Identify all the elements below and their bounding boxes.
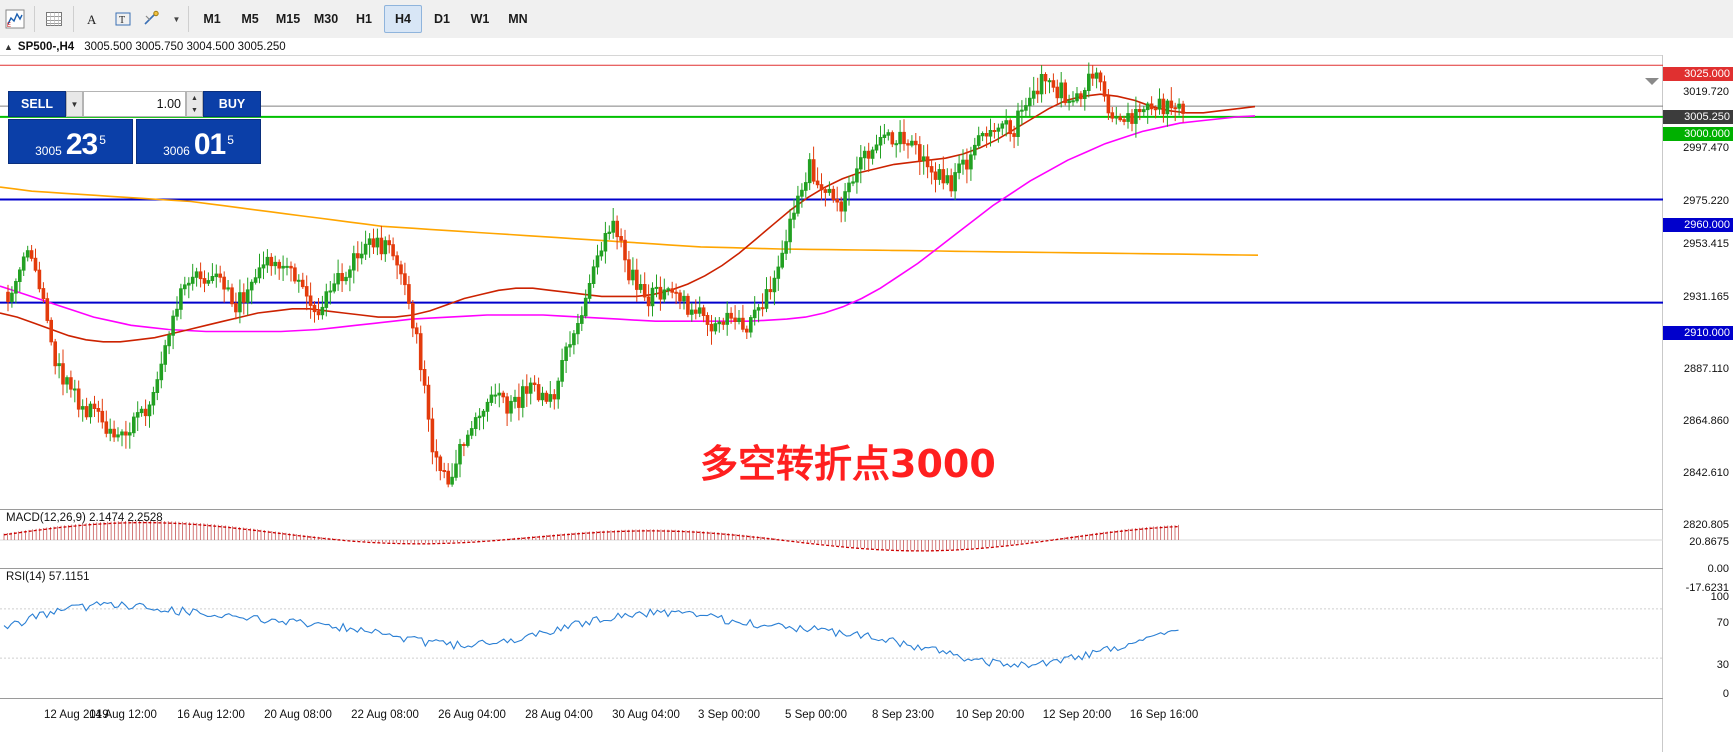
timeframe-mn[interactable]: MN [508,12,528,26]
macd-ytick-zero: 0.00 [1707,563,1729,575]
timeframe-d1[interactable]: D1 [434,12,450,26]
rsi-svg [0,601,1663,669]
xtick-3: 20 Aug 08:00 [264,709,332,721]
timeframe-m15[interactable]: M15 [275,12,301,26]
svg-text:T: T [119,15,125,26]
trade-controls-row: SELL ▼ 1.00 ▲ ▼ BUY [8,91,261,117]
xtick-11: 10 Sep 20:00 [955,709,1025,721]
buy-price-prefix: 3006 [163,144,190,158]
toolbar-separator-3 [188,6,189,32]
price-tag-2960: 2960.000 [1663,218,1733,232]
ytick-2931: 2931.165 [1683,291,1729,303]
sell-price-prefix: 3005 [35,144,62,158]
symbol-ohlc: 3005.500 3005.750 3004.500 3005.250 [84,40,286,53]
time-axis[interactable]: 12 Aug 2019 14 Aug 12:00 16 Aug 12:00 20… [0,698,1663,752]
ytick-2820: 2820.805 [1683,519,1729,531]
macd-label: MACD(12,26,9) 2.1474 2.2528 [6,512,163,524]
price-tag-3025: 3025.000 [1663,67,1733,81]
price-pane[interactable]: 多空转折点3000 [0,55,1663,509]
draw-tools-icon[interactable] [140,6,166,32]
toolbar: E A T [0,0,1733,39]
timeframe-m1[interactable]: M1 [203,12,221,26]
toolbar-separator [34,6,35,32]
dropdown-caret-icon[interactable]: ▼ [172,14,181,24]
timeframe-h4[interactable]: H4 [384,5,422,33]
ytick-2953: 2953.415 [1683,238,1729,250]
rsi-ytick-30: 30 [1716,659,1729,671]
ytick-2997: 2997.470 [1683,142,1729,154]
xtick-12: 12 Sep 20:00 [1042,709,1112,721]
volume-stepper[interactable]: ▲ ▼ [186,91,203,117]
chart-scroll-caret-icon[interactable] [1645,78,1659,85]
ytick-2887: 2887.110 [1683,363,1729,375]
toolbar-separator-2 [73,6,74,32]
macd-ytick-top: 20.8675 [1689,536,1729,548]
svg-text:E: E [7,23,11,29]
buy-price-fraction: 5 [227,133,234,147]
timeframe-h1[interactable]: H1 [356,12,372,26]
symbol-name: SP500-,H4 [17,40,75,53]
ytick-2842: 2842.610 [1683,467,1729,479]
xtick-5: 26 Aug 04:00 [438,709,506,721]
sell-price-main: 23 [65,128,98,161]
xtick-0: 12 Aug 2019 [44,709,109,721]
stepper-down-icon[interactable]: ▼ [191,106,198,114]
grid-icon[interactable] [41,6,67,32]
buy-button[interactable]: BUY [203,91,261,117]
xtick-7: 30 Aug 04:00 [612,709,680,721]
volume-input[interactable]: 1.00 [83,91,186,117]
sell-price-fraction: 5 [99,133,106,147]
buy-price[interactable]: 3006 01 5 [136,119,261,164]
sell-price[interactable]: 3005 23 5 [8,119,133,164]
volume-dropdown-icon[interactable]: ▼ [66,91,83,117]
rsi-label: RSI(14) 57.1151 [6,571,90,583]
ytick-3019: 3019.720 [1683,86,1729,98]
rsi-ytick-100: 100 [1710,591,1729,603]
price-axis[interactable]: 3025.000 3019.720 3005.250 3000.000 2997… [1662,55,1733,752]
xtick-1: 14 Aug 12:00 [89,709,157,721]
buy-price-main: 01 [193,128,226,161]
chart-area: ▲ SP500-,H4 3005.500 3005.750 3004.500 3… [0,38,1733,752]
text-a-icon[interactable]: A [80,6,106,32]
xtick-10: 8 Sep 23:00 [871,709,935,721]
macd-pane[interactable]: MACD(12,26,9) 2.1474 2.2528 [0,509,1663,569]
timeframe-m5[interactable]: M5 [241,12,259,26]
xtick-8: 3 Sep 00:00 [697,709,761,721]
text-box-icon[interactable]: T [110,6,136,32]
ytick-2864: 2864.860 [1683,415,1729,427]
macd-svg [0,520,1663,552]
xtick-2: 16 Aug 12:00 [177,709,245,721]
rsi-pane[interactable]: RSI(14) 57.1151 [0,568,1663,699]
collapse-triangle-icon[interactable]: ▲ [4,41,13,52]
ytick-2975: 2975.220 [1683,195,1729,207]
price-tag-2910: 2910.000 [1663,326,1733,340]
stepper-up-icon[interactable]: ▲ [191,94,198,102]
chart-logo-icon[interactable]: E [2,6,28,32]
svg-text:A: A [87,12,97,27]
xtick-6: 28 Aug 04:00 [525,709,593,721]
macd-ytick-bottom: -17.6231 [1685,582,1729,594]
trade-prices-row: 3005 23 5 3006 01 5 [8,119,261,164]
price-svg [0,62,1663,488]
plot-region[interactable]: 多空转折点3000 MACD(12,26,9) 2.1474 2.2528 RS… [0,55,1663,752]
chart-annotation-text: 多空转折点3000 [700,442,996,486]
xtick-9: 5 Sep 00:00 [784,709,848,721]
xtick-4: 22 Aug 08:00 [351,709,419,721]
xtick-13: 16 Sep 16:00 [1129,709,1199,721]
sell-button[interactable]: SELL [8,91,66,117]
symbol-bar: ▲ SP500-,H4 3005.500 3005.750 3004.500 3… [0,38,1733,56]
rsi-ytick-70: 70 [1716,617,1729,629]
price-tag-3005: 3005.250 [1663,110,1733,124]
timeframe-w1[interactable]: W1 [470,12,490,26]
price-tag-3000: 3000.000 [1663,127,1733,141]
rsi-ytick-0: 0 [1722,688,1729,700]
one-click-trading-panel[interactable]: SELL ▼ 1.00 ▲ ▼ BUY 3005 23 5 3006 01 [8,91,261,164]
timeframe-m30[interactable]: M30 [313,12,339,26]
